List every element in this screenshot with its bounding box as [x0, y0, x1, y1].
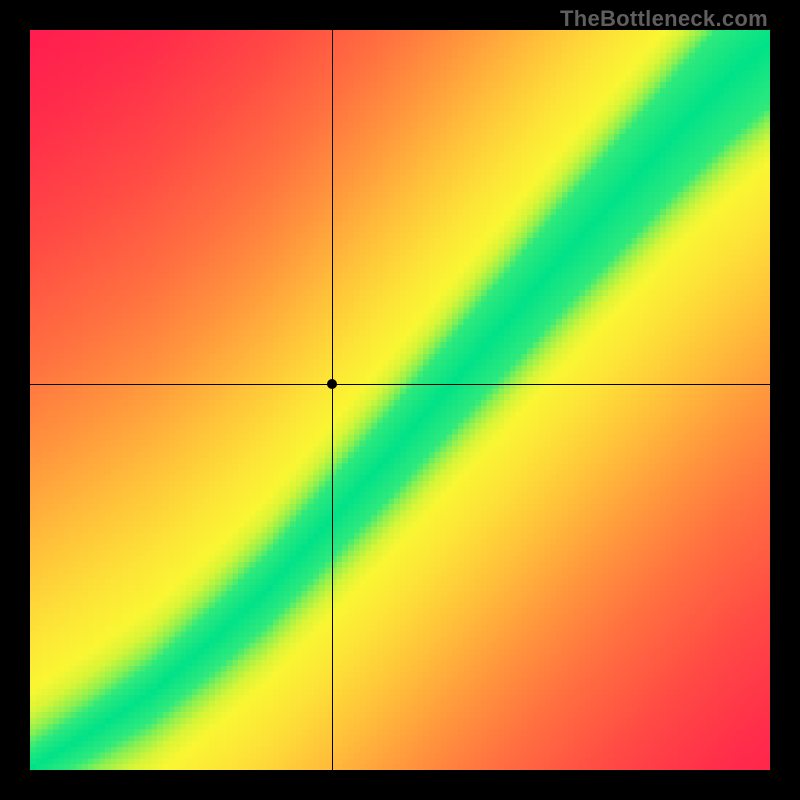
- chart-frame: TheBottleneck.com: [0, 0, 800, 800]
- watermark-text: TheBottleneck.com: [560, 6, 768, 32]
- crosshair-horizontal: [30, 384, 770, 385]
- plot-area: [30, 30, 770, 770]
- heatmap-canvas: [30, 30, 770, 770]
- crosshair-vertical: [332, 30, 333, 770]
- marker-dot: [327, 379, 337, 389]
